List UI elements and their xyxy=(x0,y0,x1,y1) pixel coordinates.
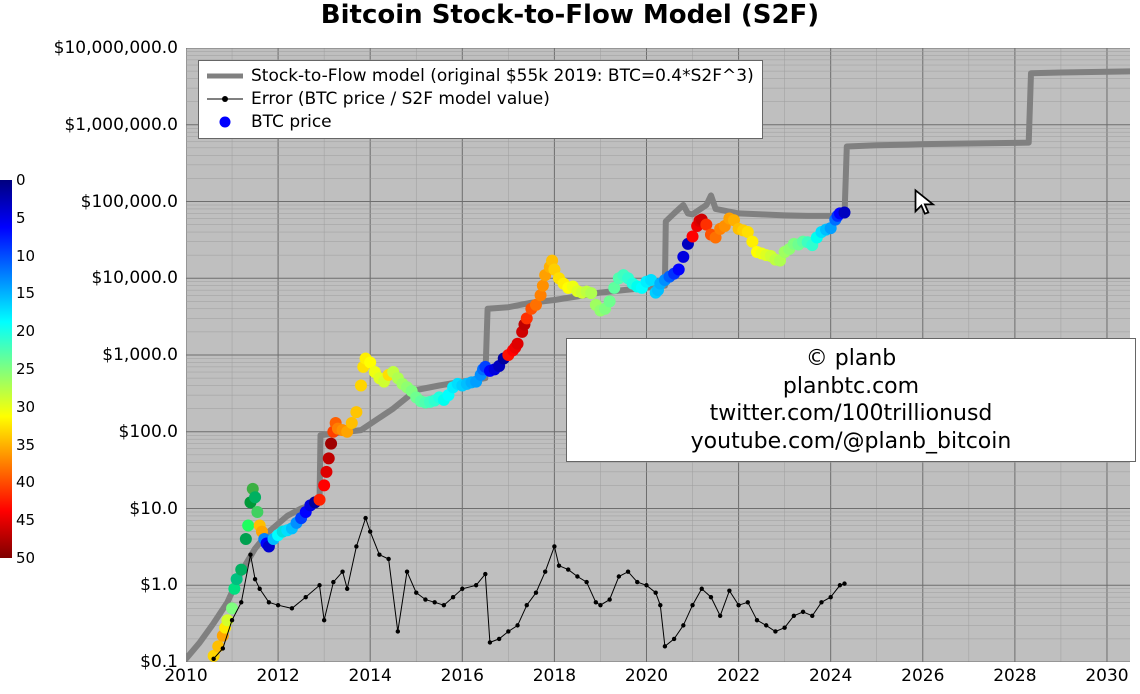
x-tick-label: 2022 xyxy=(717,666,760,686)
legend-label: Error (BTC price / S2F model value) xyxy=(251,88,550,111)
y-tick-label: $1,000.0 xyxy=(0,345,178,365)
colorbar-tick: 20 xyxy=(12,322,35,340)
chart-title: Bitcoin Stock-to-Flow Model (S2F) xyxy=(0,0,1140,30)
y-tick-label: $0.1 xyxy=(0,652,178,672)
x-tick-label: 2012 xyxy=(256,666,299,686)
legend: Stock-to-Flow model (original $55k 2019:… xyxy=(198,60,763,139)
cursor-icon xyxy=(912,188,940,216)
x-tick-label: 2026 xyxy=(901,666,944,686)
colorbar-tick: 40 xyxy=(12,473,35,491)
x-tick-label: 2020 xyxy=(625,666,668,686)
x-tick-label: 2018 xyxy=(533,666,576,686)
x-tick-label: 2016 xyxy=(441,666,484,686)
legend-swatch xyxy=(207,69,243,83)
credit-line: © planb xyxy=(581,345,1121,373)
x-tick-label: 2024 xyxy=(809,666,852,686)
legend-label: Stock-to-Flow model (original $55k 2019:… xyxy=(251,65,754,88)
x-tick-label: 2014 xyxy=(349,666,392,686)
y-tick-label: $10,000.0 xyxy=(0,268,178,288)
plot-area: Stock-to-Flow model (original $55k 2019:… xyxy=(186,48,1130,662)
colorbar-tick: 10 xyxy=(12,247,35,265)
credit-line: planbtc.com xyxy=(581,373,1121,401)
legend-label: BTC price xyxy=(251,111,332,134)
credit-box: © planbplanbtc.comtwitter.com/100trillio… xyxy=(566,338,1136,462)
colorbar-tick: 0 xyxy=(12,171,26,189)
colorbar-tick: 50 xyxy=(12,549,35,567)
x-tick-label: 2010 xyxy=(164,666,207,686)
y-tick-label: $1,000,000.0 xyxy=(0,115,178,135)
y-tick-label: $100,000.0 xyxy=(0,192,178,212)
legend-swatch xyxy=(207,115,243,129)
legend-row: Error (BTC price / S2F model value) xyxy=(207,88,754,111)
x-tick-label: 2028 xyxy=(993,666,1036,686)
x-tick-label: 2030 xyxy=(1085,666,1128,686)
legend-row: Stock-to-Flow model (original $55k 2019:… xyxy=(207,65,754,88)
y-tick-label: $100.0 xyxy=(0,422,178,442)
credit-line: twitter.com/100trillionusd xyxy=(581,400,1121,428)
credit-line: youtube.com/@planb_bitcoin xyxy=(581,428,1121,456)
legend-row: BTC price xyxy=(207,111,754,134)
y-tick-label: $10.0 xyxy=(0,499,178,519)
colorbar-tick: 30 xyxy=(12,398,35,416)
y-tick-label: $10,000,000.0 xyxy=(0,38,178,58)
legend-swatch xyxy=(207,92,243,106)
y-tick-label: $1.0 xyxy=(0,575,178,595)
